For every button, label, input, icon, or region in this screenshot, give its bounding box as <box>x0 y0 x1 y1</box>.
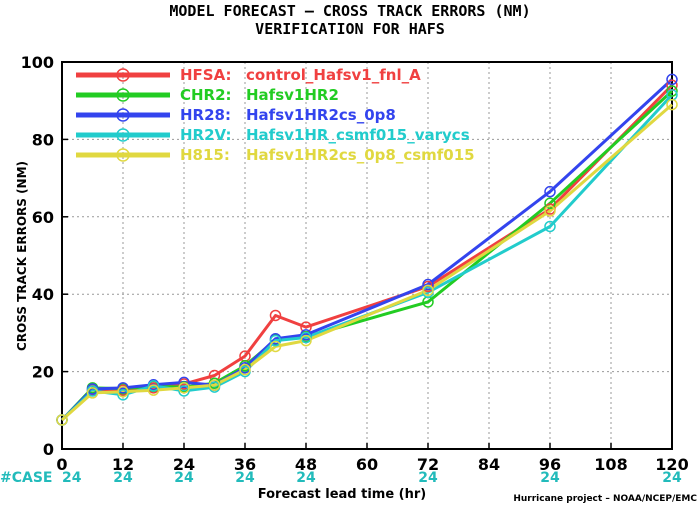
x-tick-label: 108 <box>594 455 627 474</box>
x-tick-label: 24 <box>173 455 195 474</box>
data-point-marker <box>300 331 312 344</box>
legend-marker <box>116 88 130 102</box>
data-point-marker <box>117 382 129 394</box>
case-label: #CASE <box>0 470 53 486</box>
y-tick-label: 0 <box>43 440 54 459</box>
legend-name: Hafsv1HR2cs_0p8_csmf015 <box>246 146 475 164</box>
data-point-marker <box>178 376 190 389</box>
data-point-marker <box>544 220 556 233</box>
data-point-marker <box>544 185 556 198</box>
data-point-marker <box>147 380 160 392</box>
legend-code: CHR2: <box>180 86 232 104</box>
x-tick-label: 60 <box>356 455 378 474</box>
x-tick-label: 0 <box>56 455 67 474</box>
data-point-marker <box>422 284 434 297</box>
data-point-marker <box>178 385 190 397</box>
data-point-marker <box>239 363 251 376</box>
data-point-marker <box>56 414 68 426</box>
legend-name: Hafsv1HR_csmf015_varycs <box>246 126 470 144</box>
case-count: 24 <box>662 470 682 486</box>
data-point-marker <box>117 385 129 398</box>
data-point-marker <box>544 205 556 217</box>
legend: HFSA: control_Hafsv1_fnl_A CHR2: Hafsv1HR2 H… <box>76 66 475 164</box>
case-count: 24 <box>418 470 438 486</box>
y-tick-label: 60 <box>32 208 54 227</box>
data-point-marker <box>208 379 221 391</box>
x-tick-label: 72 <box>417 455 439 474</box>
legend-code: HFSA: <box>180 66 232 84</box>
x-axis-label: Forecast lead time (hr) <box>258 487 426 502</box>
case-count: 24 <box>174 470 194 486</box>
legend-marker <box>116 108 130 122</box>
case-count: 24 <box>296 470 316 486</box>
credit-text: Hurricane project – NOAA/NCEP/EMC <box>513 494 697 504</box>
y-tick-label: 100 <box>21 53 54 72</box>
legend-name: Hafsv1HR2 <box>246 86 339 104</box>
data-point-marker <box>117 389 129 401</box>
x-tick-label: 96 <box>539 455 561 474</box>
series-lines <box>56 73 678 426</box>
x-tick-label: 12 <box>112 455 134 474</box>
data-point-marker <box>422 278 434 291</box>
y-axis-ticks: 0 20 40 60 80 100 <box>21 53 68 459</box>
legend-name: Hafsv1HR2cs_0p8 <box>246 106 396 124</box>
grid-lines <box>62 62 672 449</box>
data-point-marker <box>666 98 678 111</box>
data-point-marker <box>300 334 312 347</box>
case-count: 24 <box>62 470 82 486</box>
case-count: 24 <box>540 470 560 486</box>
case-count: 24 <box>235 470 255 486</box>
data-point-marker <box>544 197 556 210</box>
x-tick-label: 48 <box>295 455 317 474</box>
case-count-row: 24 24 24 24 24 24 24 24 <box>62 470 682 486</box>
legend-code: HR28: <box>180 106 231 124</box>
data-point-marker <box>269 340 282 353</box>
y-axis-label: CROSS TRACK ERRORS (NM) <box>15 161 29 351</box>
chart-title-line-2: VERIFICATION FOR HAFS <box>255 20 445 38</box>
y-tick-label: 40 <box>32 285 54 304</box>
x-tick-label: 120 <box>655 455 688 474</box>
chart-title-line-1: MODEL FORECAST – CROSS TRACK ERRORS (NM) <box>169 2 530 20</box>
case-count: 24 <box>113 470 133 486</box>
legend-name: control_Hafsv1_fnl_A <box>246 66 421 84</box>
data-point-marker <box>666 85 678 97</box>
x-axis-ticks: 0 12 24 36 48 60 72 84 96 108 120 <box>56 443 689 474</box>
legend-code: H815: <box>180 146 230 164</box>
legend-marker <box>116 148 130 162</box>
legend-marker <box>116 68 130 82</box>
y-tick-label: 20 <box>32 363 54 382</box>
x-tick-label: 84 <box>478 455 500 474</box>
data-point-marker <box>269 334 282 347</box>
legend-code: HR2V: <box>180 126 231 144</box>
data-point-marker <box>269 309 282 322</box>
data-point-marker <box>86 387 99 399</box>
x-tick-label: 36 <box>234 455 256 474</box>
data-point-marker <box>147 384 160 396</box>
data-point-marker <box>178 382 190 394</box>
legend-marker <box>116 128 130 142</box>
data-point-marker <box>666 73 678 86</box>
y-tick-label: 80 <box>32 130 54 149</box>
